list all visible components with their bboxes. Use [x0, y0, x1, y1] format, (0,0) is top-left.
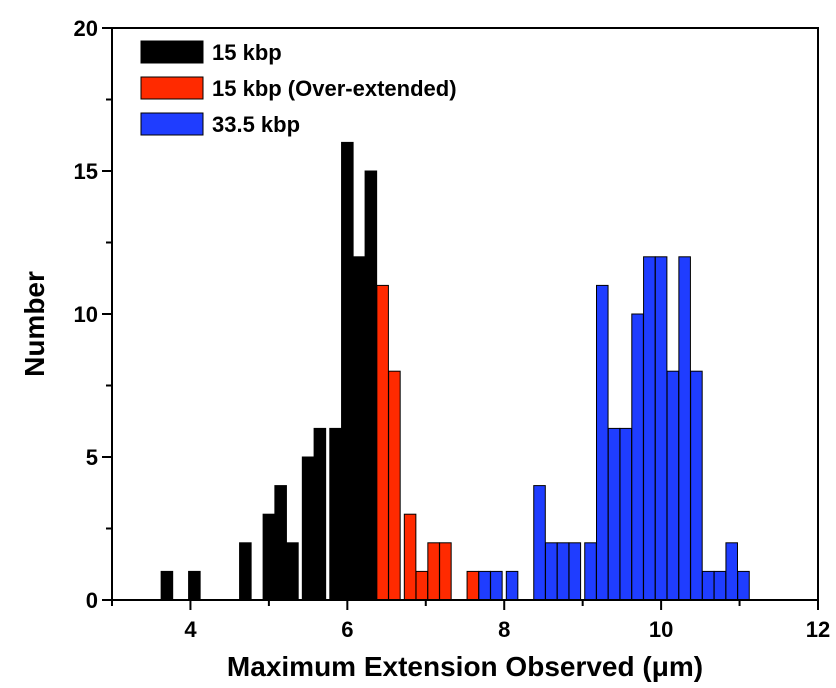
bar-series-1-bin-2 — [403, 513, 417, 601]
bar-series-2-bin-6 — [568, 542, 582, 601]
legend-label: 15 kbp (Over-extended) — [212, 76, 457, 101]
bar-series-2-bin-3 — [533, 485, 546, 601]
bar-series-2-bin-2 — [505, 570, 519, 601]
x-tick-label: 6 — [341, 617, 353, 642]
bar-series-0-bin-8 — [329, 427, 342, 601]
bar-series-2-bin-10 — [619, 427, 633, 601]
y-tick-label: 15 — [74, 159, 98, 184]
bar-series-2-bin-4 — [545, 542, 558, 601]
bar-series-2-bin-13 — [654, 256, 668, 601]
bars-group — [160, 141, 750, 601]
legend-swatch — [140, 112, 204, 136]
legend-label: 15 kbp — [212, 40, 282, 65]
bar-series-2-bin-20 — [737, 570, 750, 601]
bar-series-0-bin-7 — [313, 427, 327, 601]
y-tick-label: 20 — [74, 16, 98, 41]
bar-series-2-bin-5 — [556, 542, 570, 601]
bar-series-1-bin-5 — [439, 542, 452, 601]
bar-series-2-bin-16 — [690, 370, 703, 601]
bar-series-1-bin-3 — [415, 570, 429, 601]
x-axis: 4 6 8 10 12 — [111, 600, 830, 642]
x-tick-label: 4 — [184, 617, 197, 642]
bar-series-2-bin-0 — [478, 570, 491, 601]
x-tick-label: 12 — [806, 617, 830, 642]
bar-series-2-bin-19 — [725, 542, 738, 601]
y-axis-title: Number — [19, 271, 50, 377]
bar-series-0-bin-5 — [286, 542, 299, 601]
bar-series-2-bin-17 — [701, 570, 715, 601]
bar-series-2-bin-8 — [596, 284, 609, 601]
bar-series-2-bin-11 — [631, 313, 644, 601]
bar-series-2-bin-9 — [607, 427, 621, 601]
bar-series-1-bin-4 — [427, 542, 440, 601]
legend-swatch — [140, 40, 204, 64]
y-axis: 0 5 10 15 20 — [74, 16, 112, 613]
bar-series-2-bin-15 — [678, 256, 691, 601]
y-tick-label: 10 — [74, 302, 98, 327]
x-tick-label: 8 — [498, 617, 510, 642]
bar-series-0-bin-11 — [364, 170, 378, 601]
bar-series-1-bin-1 — [388, 370, 401, 601]
bar-series-2-bin-12 — [643, 256, 656, 601]
y-tick-label: 0 — [86, 588, 98, 613]
bar-series-1-bin-6 — [466, 570, 480, 601]
bar-series-1-bin-0 — [376, 284, 389, 601]
legend-label: 33.5 kbp — [212, 112, 300, 137]
bar-series-2-bin-7 — [584, 542, 597, 601]
bar-series-0-bin-0 — [160, 570, 174, 601]
bar-series-0-bin-6 — [301, 456, 315, 601]
x-tick-label: 10 — [649, 617, 673, 642]
bar-series-0-bin-10 — [352, 256, 366, 601]
x-axis-title: Maximum Extension Observed (μm) — [227, 651, 703, 682]
bar-series-2-bin-14 — [666, 370, 680, 601]
bar-series-0-bin-1 — [188, 570, 201, 601]
bar-series-2-bin-1 — [490, 570, 503, 601]
legend-swatch — [140, 76, 204, 100]
y-tick-label: 5 — [86, 445, 98, 470]
bar-series-0-bin-9 — [341, 141, 354, 601]
bar-series-0-bin-3 — [262, 513, 276, 601]
legend: 15 kbp 15 kbp (Over-extended) 33.5 kbp — [140, 40, 457, 137]
bar-series-0-bin-2 — [239, 542, 252, 601]
bar-series-2-bin-18 — [713, 570, 727, 601]
bar-series-0-bin-4 — [274, 485, 287, 601]
